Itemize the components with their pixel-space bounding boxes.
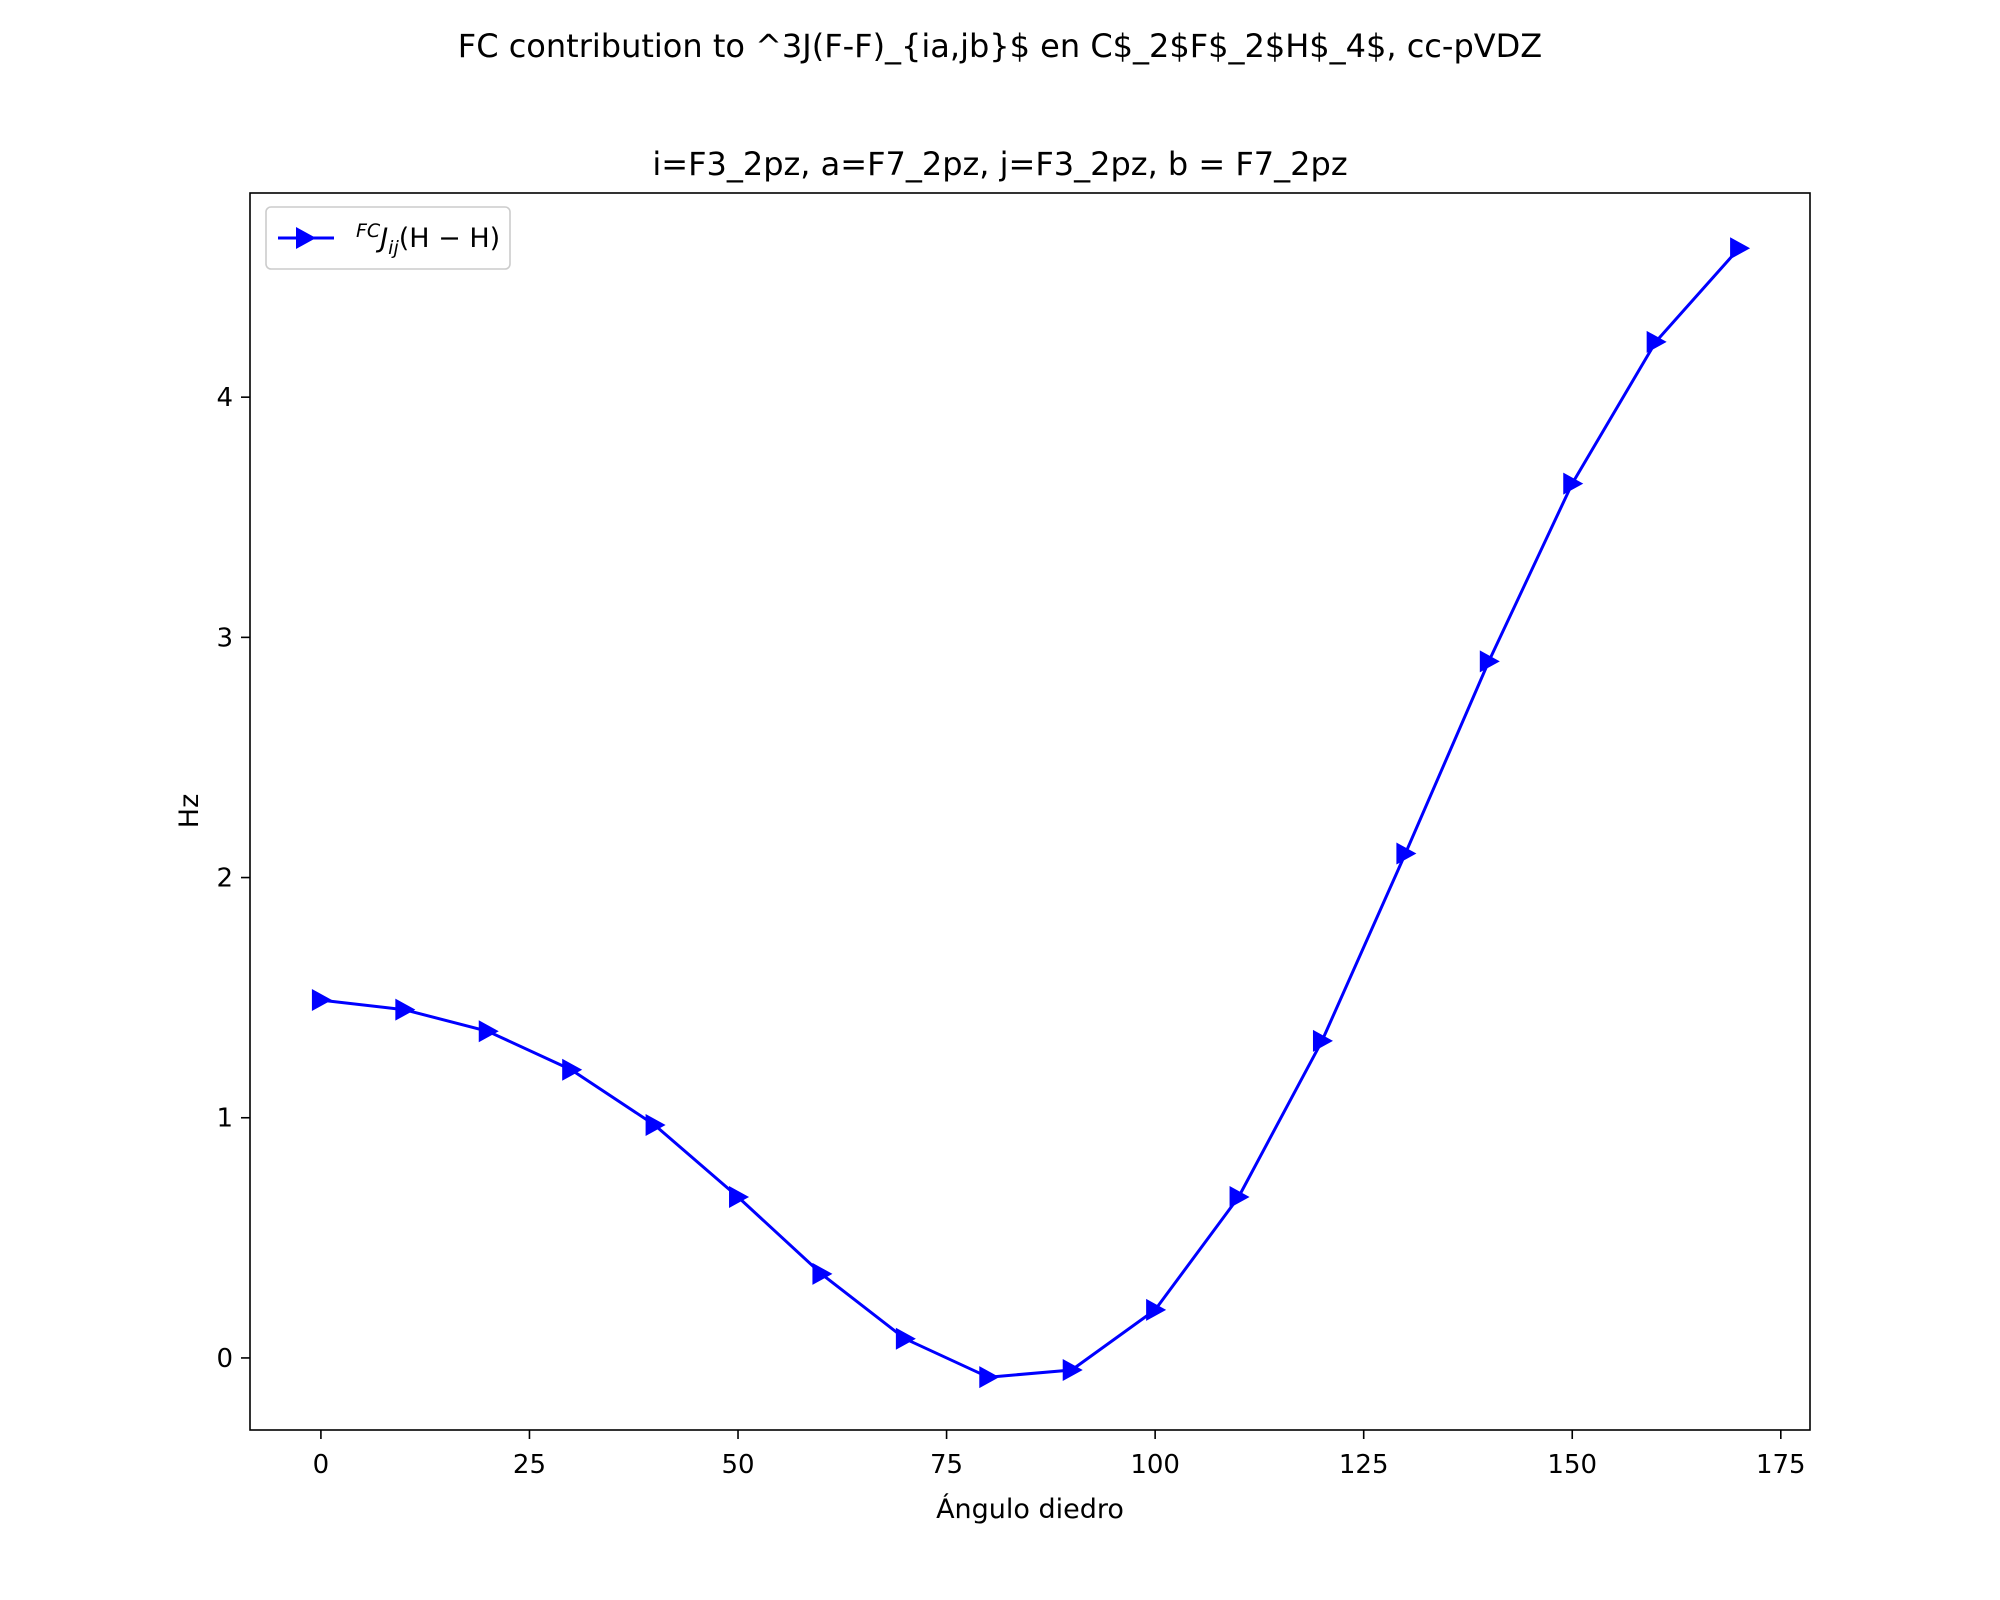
chart-subtitle: i=F3_2pz, a=F7_2pz, j=F3_2pz, b = F7_2pz (652, 145, 1347, 183)
y-tick-label: 1 (216, 1104, 233, 1134)
data-point-marker (1396, 842, 1417, 865)
x-tick-label: 25 (513, 1450, 546, 1480)
data-point-marker (1312, 1029, 1333, 1052)
data-point-marker (645, 1113, 666, 1136)
data-point-marker (1062, 1358, 1083, 1381)
y-tick-label: 4 (216, 383, 233, 413)
data-point-marker (1229, 1186, 1250, 1209)
data-point-marker (729, 1186, 750, 1209)
y-tick-label: 0 (216, 1344, 233, 1374)
data-point-marker (1146, 1298, 1167, 1321)
y-axis-label: Hz (174, 794, 205, 828)
data-point-marker (1563, 472, 1584, 495)
data-point-marker (895, 1327, 916, 1350)
data-point-marker (1479, 650, 1500, 673)
plot-area: 0 25 50 75 100 125 150 175 0 1 2 3 4 (216, 237, 1806, 1480)
x-tick-label: 125 (1339, 1450, 1389, 1480)
legend-marker-icon (296, 227, 316, 249)
legend-entry-label: FCJij(H − H) (356, 220, 500, 259)
data-point-marker (1730, 237, 1751, 260)
x-tick-label: 175 (1756, 1450, 1806, 1480)
data-point-marker (478, 1020, 499, 1043)
data-point-marker (311, 989, 332, 1012)
x-axis-label: Ángulo diedro (936, 1493, 1124, 1525)
data-point-marker (395, 998, 416, 1021)
data-point-marker (979, 1366, 1000, 1389)
x-tick-label: 50 (721, 1450, 754, 1480)
data-point-marker (1646, 330, 1667, 353)
data-point-marker (812, 1262, 833, 1285)
data-point-marker (562, 1058, 583, 1081)
legend: FCJij(H − H) (265, 206, 511, 270)
x-tick-label: 0 (313, 1450, 330, 1480)
y-tick-label: 3 (216, 623, 233, 653)
chart-title: FC contribution to ^3J(F-F)_{ia,jb}$ en … (458, 27, 1542, 65)
x-tick-label: 75 (930, 1450, 963, 1480)
y-tick-label: 2 (216, 864, 233, 894)
x-tick-label: 100 (1130, 1450, 1180, 1480)
legend-frame (265, 206, 511, 270)
series-line (320, 247, 1741, 1379)
x-tick-label: 150 (1547, 1450, 1597, 1480)
axes-frame (249, 192, 1811, 1431)
